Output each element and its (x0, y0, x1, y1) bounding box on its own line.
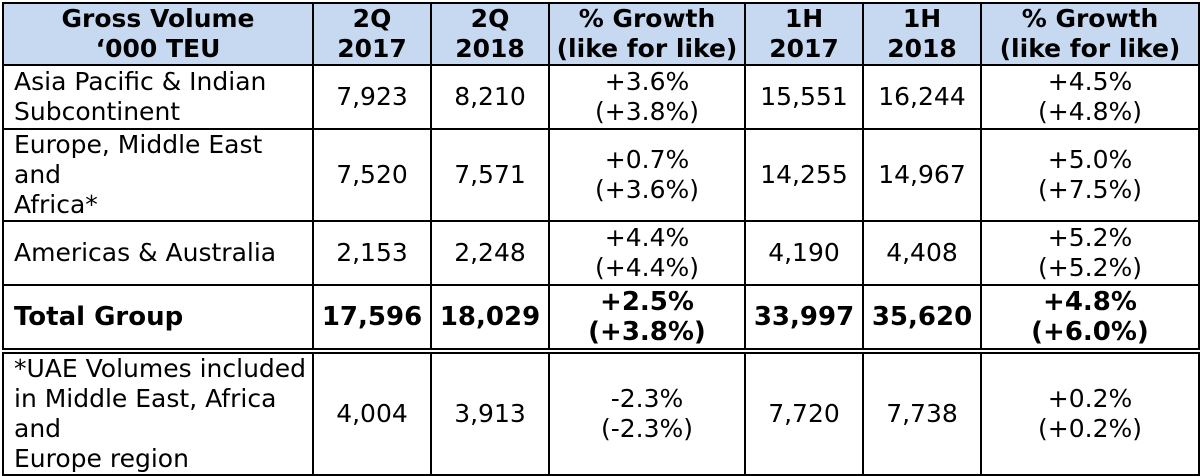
h-growth-cell: +5.2% (+5.2%) (980, 220, 1200, 286)
q-growth-cell: +0.7% (+3.6%) (548, 128, 746, 222)
uae-q2-2018: 3,913 (430, 352, 550, 476)
table-row: Europe, Middle East and Africa* 7,520 7,5… (2, 128, 1200, 222)
uae-note-label: *UAE Volumes included in Middle East, Afr… (2, 352, 314, 476)
table-row: Asia Pacific & Indian Subcontinent 7,923 … (2, 64, 1200, 130)
h1-2018-cell: 14,967 (862, 128, 982, 222)
h1-2017-cell: 14,255 (744, 128, 864, 222)
region-cell: Americas & Australia (2, 220, 314, 286)
total-h1-2017: 33,997 (744, 284, 864, 350)
q2-2018-cell: 7,571 (430, 128, 550, 222)
q2-2018-cell: 2,248 (430, 220, 550, 286)
header-h-growth: % Growth (like for like) (980, 2, 1200, 66)
q-growth-cell: +3.6% (+3.8%) (548, 64, 746, 130)
header-gross-volume: Gross Volume ‘000 TEU (2, 2, 314, 66)
header-row: Gross Volume ‘000 TEU 2Q 2017 2Q 2018 % Gro… (2, 2, 1200, 66)
h1-2017-cell: 4,190 (744, 220, 864, 286)
header-2q-2018: 2Q 2018 (430, 2, 550, 66)
header-1h-2018: 1H 2018 (862, 2, 982, 66)
h1-2017-cell: 15,551 (744, 64, 864, 130)
h-growth-cell: +4.5% (+4.8%) (980, 64, 1200, 130)
region-cell: Asia Pacific & Indian Subcontinent (2, 64, 314, 130)
header-1h-2017: 1H 2017 (744, 2, 864, 66)
q2-2017-cell: 2,153 (312, 220, 432, 286)
total-q-growth: +2.5% (+3.8%) (548, 284, 746, 350)
total-h1-2018: 35,620 (862, 284, 982, 350)
uae-note-table: *UAE Volumes included in Middle East, Afr… (2, 352, 1200, 476)
q-growth-cell: +4.4% (+4.4%) (548, 220, 746, 286)
header-q-growth: % Growth (like for like) (548, 2, 746, 66)
total-q2-2018: 18,029 (430, 284, 550, 350)
total-h-growth: +4.8% (+6.0%) (980, 284, 1200, 350)
uae-h-growth: +0.2% (+0.2%) (980, 352, 1200, 476)
q2-2017-cell: 7,923 (312, 64, 432, 130)
gross-volume-table: Gross Volume ‘000 TEU 2Q 2017 2Q 2018 % Gro… (2, 2, 1200, 350)
total-q2-2017: 17,596 (312, 284, 432, 350)
total-row: Total Group 17,596 18,029 +2.5% (+3.8%) 3… (2, 284, 1200, 350)
uae-q-growth: -2.3% (-2.3%) (548, 352, 746, 476)
uae-note-row: *UAE Volumes included in Middle East, Afr… (2, 352, 1200, 476)
q2-2018-cell: 8,210 (430, 64, 550, 130)
region-cell: Europe, Middle East and Africa* (2, 128, 314, 222)
q2-2017-cell: 7,520 (312, 128, 432, 222)
h-growth-cell: +5.0% (+7.5%) (980, 128, 1200, 222)
uae-h1-2018: 7,738 (862, 352, 982, 476)
total-label: Total Group (2, 284, 314, 350)
h1-2018-cell: 4,408 (862, 220, 982, 286)
uae-q2-2017: 4,004 (312, 352, 432, 476)
uae-h1-2017: 7,720 (744, 352, 864, 476)
h1-2018-cell: 16,244 (862, 64, 982, 130)
header-2q-2017: 2Q 2017 (312, 2, 432, 66)
table-row: Americas & Australia 2,153 2,248 +4.4% (+… (2, 220, 1200, 286)
